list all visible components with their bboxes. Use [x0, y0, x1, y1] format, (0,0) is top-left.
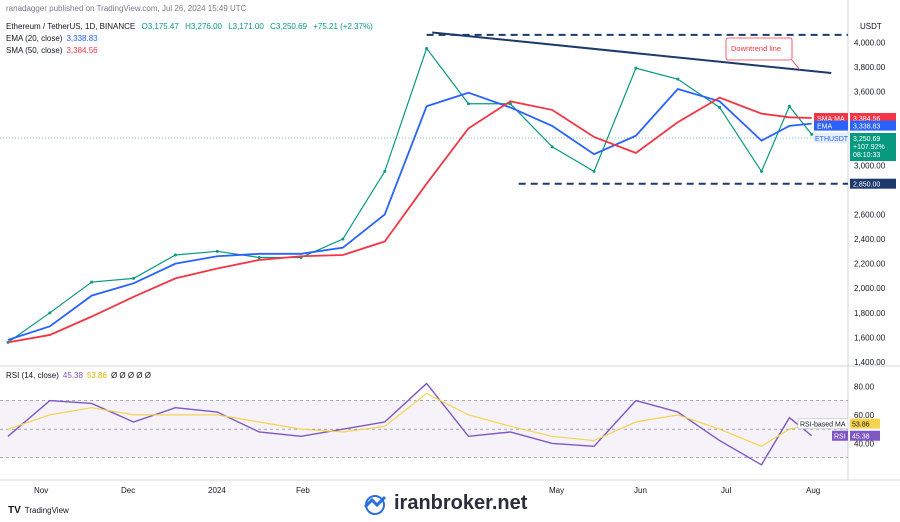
rsi-tag-text: RSI: [834, 434, 846, 441]
price-point: [787, 104, 791, 108]
rsi-ma-value-box: [850, 418, 880, 429]
ohlc-low: L3,171.00: [228, 22, 264, 31]
price-point: [173, 253, 177, 257]
price-point: [592, 169, 596, 173]
rsi-ma-tag: [797, 418, 849, 430]
price-point: [759, 169, 763, 173]
time-axis-label: Aug: [806, 486, 820, 495]
symbol-line: Ethereum / TetherUS, 1D, BINANCE O3,175.…: [6, 22, 377, 32]
tradingview-logo-icon: TV: [8, 505, 21, 516]
watermark: iranbroker.net: [362, 492, 527, 515]
rsi-line: [7, 382, 813, 466]
last-price-box: [850, 133, 896, 161]
rsi-ma-line: [7, 392, 812, 447]
rsi-tick-label: 40.00: [854, 439, 875, 448]
level-price-value: 2,850.00: [853, 182, 880, 189]
price-tick-label: 3,000.00: [854, 161, 886, 170]
rsi-legend[interactable]: RSI (14, close) 45.38 53.86 Ø Ø Ø Ø Ø: [6, 371, 151, 380]
time-axis-label: May: [549, 486, 564, 495]
sma-price-label-value-box: [850, 112, 896, 123]
price-point: [215, 249, 219, 253]
rsi-value: 45.38: [852, 434, 870, 441]
price-tick-label: 1,800.00: [854, 309, 886, 318]
series-2: [7, 96, 812, 344]
price-point: [466, 102, 470, 106]
price-tick-label: 2,200.00: [854, 260, 886, 269]
rsi-band: [0, 400, 848, 458]
price-tick-label: 4,000.00: [854, 38, 886, 47]
price-point: [425, 46, 429, 50]
price-point: [508, 102, 512, 106]
price-point: [90, 280, 94, 284]
price-tick-label: 3,800.00: [854, 63, 886, 72]
downtrend-line: [432, 31, 832, 75]
ema-price-label-value-box: [850, 120, 896, 131]
broker-logo-icon: [363, 494, 387, 515]
ema-legend[interactable]: EMA (20, close) 3,338.83: [6, 34, 98, 43]
rsi-ma-tag-text: RSI-based MA: [800, 422, 846, 429]
ema-price-label-value-text: 3,338.83: [853, 124, 880, 131]
ema-price-label: EMA 3,338.83: [814, 120, 896, 131]
symbol-tag: [814, 133, 848, 143]
price-tick-label: 1,400.00: [854, 358, 886, 367]
tradingview-footer[interactable]: TV TradingView: [8, 505, 69, 516]
rsi-tick-label: 80.00: [854, 382, 875, 391]
sma-price-label-tag-text: SMA:MA: [817, 116, 845, 123]
time-axis-label: Nov: [34, 486, 48, 495]
price-tick-label: 2,000.00: [854, 284, 886, 293]
price-point: [676, 77, 680, 81]
ohlc-close: C3,250.69: [270, 22, 307, 31]
price-point: [550, 145, 554, 149]
publisher-line: ranadagger published on TradingView.com,…: [6, 4, 247, 13]
countdown-timer: 08:10:33: [853, 152, 880, 159]
rsi-tag: [832, 430, 848, 441]
price-point: [383, 169, 387, 173]
price-tick-label: 2,600.00: [854, 210, 886, 219]
annotation-box: [725, 37, 793, 61]
price-point: [810, 132, 814, 136]
time-axis-label: Jun: [634, 486, 647, 495]
symbol-name: Ethereum / TetherUS, 1D, BINANCE: [6, 22, 136, 31]
sma-price-label: SMA:MA 3,384.56: [814, 112, 896, 123]
level-price-box: [850, 178, 896, 189]
symbol-tag-text: ETHUSDT: [815, 136, 849, 143]
price-tick-label: 1,600.00: [854, 333, 886, 342]
price-axis-unit: USDT: [860, 22, 882, 31]
series-1: [7, 87, 812, 341]
last-price-change: +107.92%: [853, 144, 885, 151]
time-axis-label: Dec: [121, 486, 135, 495]
rsi-tick-label: 60.00: [854, 411, 875, 420]
sma-price-label-tag: [814, 112, 848, 123]
rsi-value-box: [850, 430, 880, 441]
rsi-ma-value: 53.86: [852, 422, 870, 429]
ema-price-label-tag: [814, 120, 848, 131]
ohlc-change: +75.21 (+2.37%): [313, 22, 373, 31]
price-point: [257, 255, 261, 259]
price-point: [132, 276, 136, 280]
sma-price-label-value-text: 3,384.56: [853, 116, 880, 123]
time-axis-label: 2024: [208, 486, 226, 495]
price-point: [718, 105, 722, 109]
time-axis-label: Feb: [296, 486, 310, 495]
ohlc-high: H3,276.00: [185, 22, 222, 31]
price-point: [634, 66, 638, 70]
price-tick-label: 3,600.00: [854, 87, 886, 96]
ema-price-label-tag-text: EMA: [817, 124, 833, 131]
last-price-value: 3,250.69: [853, 136, 880, 143]
annotation-text: Downtrend line: [731, 44, 781, 53]
sma-legend[interactable]: SMA (50, close) 3,384.56: [6, 46, 98, 55]
ohlc-open: O3,175.47: [141, 22, 179, 31]
annotation-pointer: [791, 59, 801, 71]
price-point: [341, 237, 345, 241]
time-axis-label: Jul: [721, 486, 731, 495]
price-point: [48, 311, 52, 315]
price-tick-label: 2,400.00: [854, 235, 886, 244]
